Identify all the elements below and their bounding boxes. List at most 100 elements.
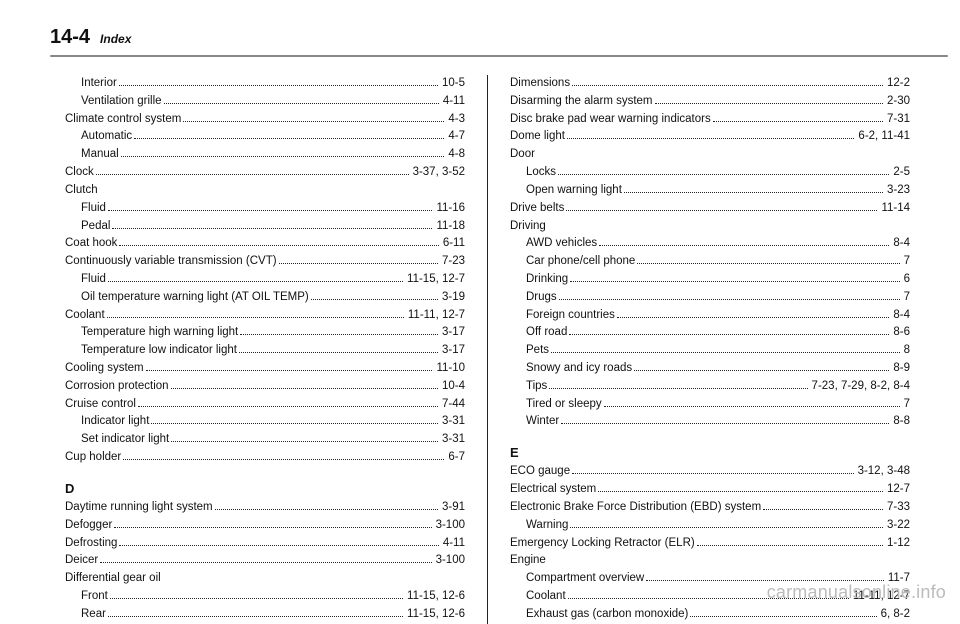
- index-entry: Disarming the alarm system2-30: [510, 93, 910, 111]
- index-entry-label: Dome light: [510, 128, 565, 146]
- index-entry-page: 11-18: [434, 218, 465, 236]
- index-entry-leader: [572, 85, 883, 86]
- index-entry-page: 3-37, 3-52: [411, 164, 465, 182]
- index-entry: Manual 4-8: [65, 146, 465, 164]
- index-entry: Cooling system 11-10: [65, 360, 465, 378]
- index-entry-label: Front: [81, 588, 108, 606]
- index-entry-leader: [617, 317, 890, 318]
- index-entry: Corrosion protection 10-4: [65, 378, 465, 396]
- index-entry-label: Ventilation grille: [81, 93, 162, 111]
- index-entry: Electrical system12-7: [510, 481, 910, 499]
- index-entry: Clutch: [65, 182, 465, 200]
- index-entry-leader: [108, 210, 433, 211]
- index-entry-label: Temperature low indicator light: [81, 342, 237, 360]
- index-entry: Differential gear oil: [65, 570, 465, 588]
- index-entry-page: 4-8: [446, 146, 465, 164]
- index-entry-leader: [96, 174, 409, 175]
- index-entry-leader: [146, 370, 433, 371]
- index-entry-label: Clutch: [65, 182, 98, 200]
- index-entry-page: 7-31: [885, 111, 910, 129]
- index-entry-label: Snowy and icy roads: [526, 360, 632, 378]
- page-number: 14-4: [50, 26, 90, 49]
- index-entry-page: 6-7: [446, 449, 465, 467]
- index-entry-label: Off road: [526, 324, 567, 342]
- index-entry-page: 3-31: [440, 431, 465, 449]
- index-entry-leader: [119, 545, 438, 546]
- index-entry-leader: [549, 388, 807, 389]
- index-entry-label: Car phone/cell phone: [526, 253, 635, 271]
- index-entry-leader: [697, 545, 883, 546]
- index-entry-page: 12-7: [885, 481, 910, 499]
- index-entry: Open warning light3-23: [510, 182, 910, 200]
- index-entry-leader: [713, 121, 883, 122]
- index-entry-page: 3-91: [440, 499, 465, 517]
- index-entry-label: Differential gear oil: [65, 570, 161, 588]
- index-entry: Fluid11-15, 12-7: [65, 271, 465, 289]
- index-entry: Temperature high warning light 3-17: [65, 324, 465, 342]
- index-entry-page: 3-31: [440, 413, 465, 431]
- index-entry-label: Foreign countries: [526, 307, 615, 325]
- index-entry: Engine: [510, 552, 910, 570]
- index-entry-page: 3-17: [440, 324, 465, 342]
- index-entry-label: Corrosion protection: [65, 378, 169, 396]
- index-column-right: Dimensions12-2Disarming the alarm system…: [488, 75, 910, 624]
- index-entry-label: AWD vehicles: [526, 235, 597, 253]
- index-entry-leader: [239, 352, 438, 353]
- index-entry-label: Door: [510, 146, 535, 164]
- index-entry-leader: [107, 317, 404, 318]
- index-entry: Cruise control 7-44: [65, 396, 465, 414]
- index-entry-leader: [570, 527, 883, 528]
- index-entry-page: 7-44: [440, 396, 465, 414]
- index-entry: Pets8: [510, 342, 910, 360]
- index-entry: Continuously variable transmission (CVT)…: [65, 253, 465, 271]
- index-entry-label: Continuously variable transmission (CVT): [65, 253, 277, 271]
- index-entry: Disc brake pad wear warning indicators 7-…: [510, 111, 910, 129]
- index-entry: Rear11-15, 12-6: [65, 606, 465, 624]
- index-entry: Pedal11-18: [65, 218, 465, 236]
- index-entry-page: 11-10: [434, 360, 465, 378]
- index-entry-page: 8-6: [891, 324, 910, 342]
- index-entry-label: Tips: [526, 378, 547, 396]
- index-column-left: Interior10-5Ventilation grille4-11Climat…: [65, 75, 488, 624]
- index-entry-label: Disc brake pad wear warning indicators: [510, 111, 711, 129]
- index-entry-leader: [279, 263, 438, 264]
- index-entry-page: 8-4: [891, 307, 910, 325]
- index-entry-page: 10-4: [440, 378, 465, 396]
- index-entry-leader: [114, 527, 431, 528]
- index-entry-label: Indicator light: [81, 413, 149, 431]
- index-entry-page: 11-16: [434, 200, 465, 218]
- index-entry: Fluid11-16: [65, 200, 465, 218]
- index-entry-page: 8: [902, 342, 910, 360]
- watermark: carmanualsonline.info: [767, 582, 946, 603]
- index-entry-leader: [108, 616, 403, 617]
- index-entry-label: Coat hook: [65, 235, 117, 253]
- index-entry-label: Climate control system: [65, 111, 181, 129]
- index-entry: Indicator light 3-31: [65, 413, 465, 431]
- index-entry-leader: [569, 334, 889, 335]
- index-entry-label: Cruise control: [65, 396, 136, 414]
- index-entry-page: 3-100: [434, 552, 465, 570]
- index-entry-label: Set indicator light: [81, 431, 169, 449]
- index-entry-label: Automatic: [81, 128, 132, 146]
- index-entry-label: Cooling system: [65, 360, 144, 378]
- index-entry-label: Oil temperature warning light (AT OIL TE…: [81, 289, 309, 307]
- index-columns: Interior10-5Ventilation grille4-11Climat…: [0, 57, 960, 624]
- index-entry-label: Exhaust gas (carbon monoxide): [526, 606, 688, 624]
- index-entry-leader: [100, 562, 431, 563]
- index-entry-page: 7: [902, 396, 910, 414]
- index-entry-page: 2-30: [885, 93, 910, 111]
- index-entry: Drinking6: [510, 271, 910, 289]
- index-entry-page: 11-15, 12-6: [405, 588, 465, 606]
- index-entry-leader: [570, 281, 899, 282]
- index-entry-page: 11-15, 12-6: [405, 606, 465, 624]
- index-entry: Warning3-22: [510, 517, 910, 535]
- index-entry-leader: [110, 598, 403, 599]
- index-entry-page: 4-11: [441, 93, 465, 111]
- index-entry: Automatic4-7: [65, 128, 465, 146]
- index-entry-page: 7-33: [885, 499, 910, 517]
- index-entry-leader: [215, 509, 438, 510]
- index-entry-label: Temperature high warning light: [81, 324, 238, 342]
- index-entry: Cup holder6-7: [65, 449, 465, 467]
- index-entry-label: Manual: [81, 146, 119, 164]
- index-entry-leader: [763, 509, 883, 510]
